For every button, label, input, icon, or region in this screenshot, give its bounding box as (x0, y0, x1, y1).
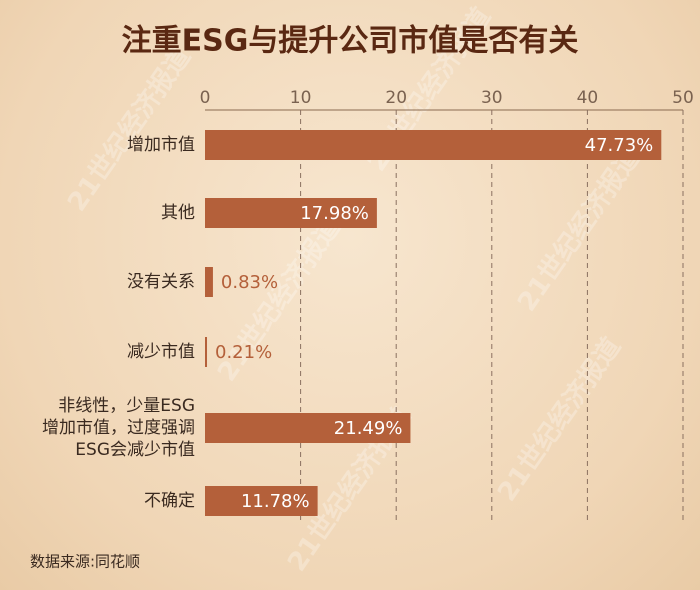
watermark: 21世纪经济报道 (491, 332, 627, 507)
chart-title: 注重ESG与提升公司市值是否有关 (122, 24, 579, 59)
value-label: 11.78% (241, 491, 310, 512)
category-label: 没有关系 (127, 272, 195, 292)
bar (205, 337, 208, 367)
bar (205, 413, 411, 443)
bar (205, 267, 213, 297)
x-tick-label: 0 (200, 88, 211, 108)
watermark: 21世纪经济报道 (511, 142, 647, 317)
x-tick-label: 40 (577, 88, 599, 108)
value-label: 0.83% (221, 272, 278, 293)
x-tick-label: 10 (290, 88, 312, 108)
source-note: 数据来源:同花顺 (30, 553, 140, 571)
bar (205, 486, 318, 516)
x-tick-label: 30 (481, 88, 503, 108)
category-label: 增加市值 (127, 135, 195, 155)
x-tick-label: 50 (672, 88, 694, 108)
value-label: 47.73% (585, 135, 654, 156)
category-label: 非线性，少量ESG 增加市值，过度强调 ESG会减少市值 (42, 396, 195, 460)
category-label: 减少市值 (127, 342, 195, 362)
value-label: 17.98% (300, 203, 369, 224)
bar (205, 130, 662, 160)
category-label: 不确定 (144, 491, 195, 511)
category-label: 其他 (161, 203, 195, 223)
value-label: 21.49% (334, 418, 403, 439)
watermark: 21世纪经济报道 (61, 42, 197, 217)
x-tick-label: 20 (385, 88, 407, 108)
value-label: 0.21% (215, 342, 272, 363)
bar (205, 198, 377, 228)
